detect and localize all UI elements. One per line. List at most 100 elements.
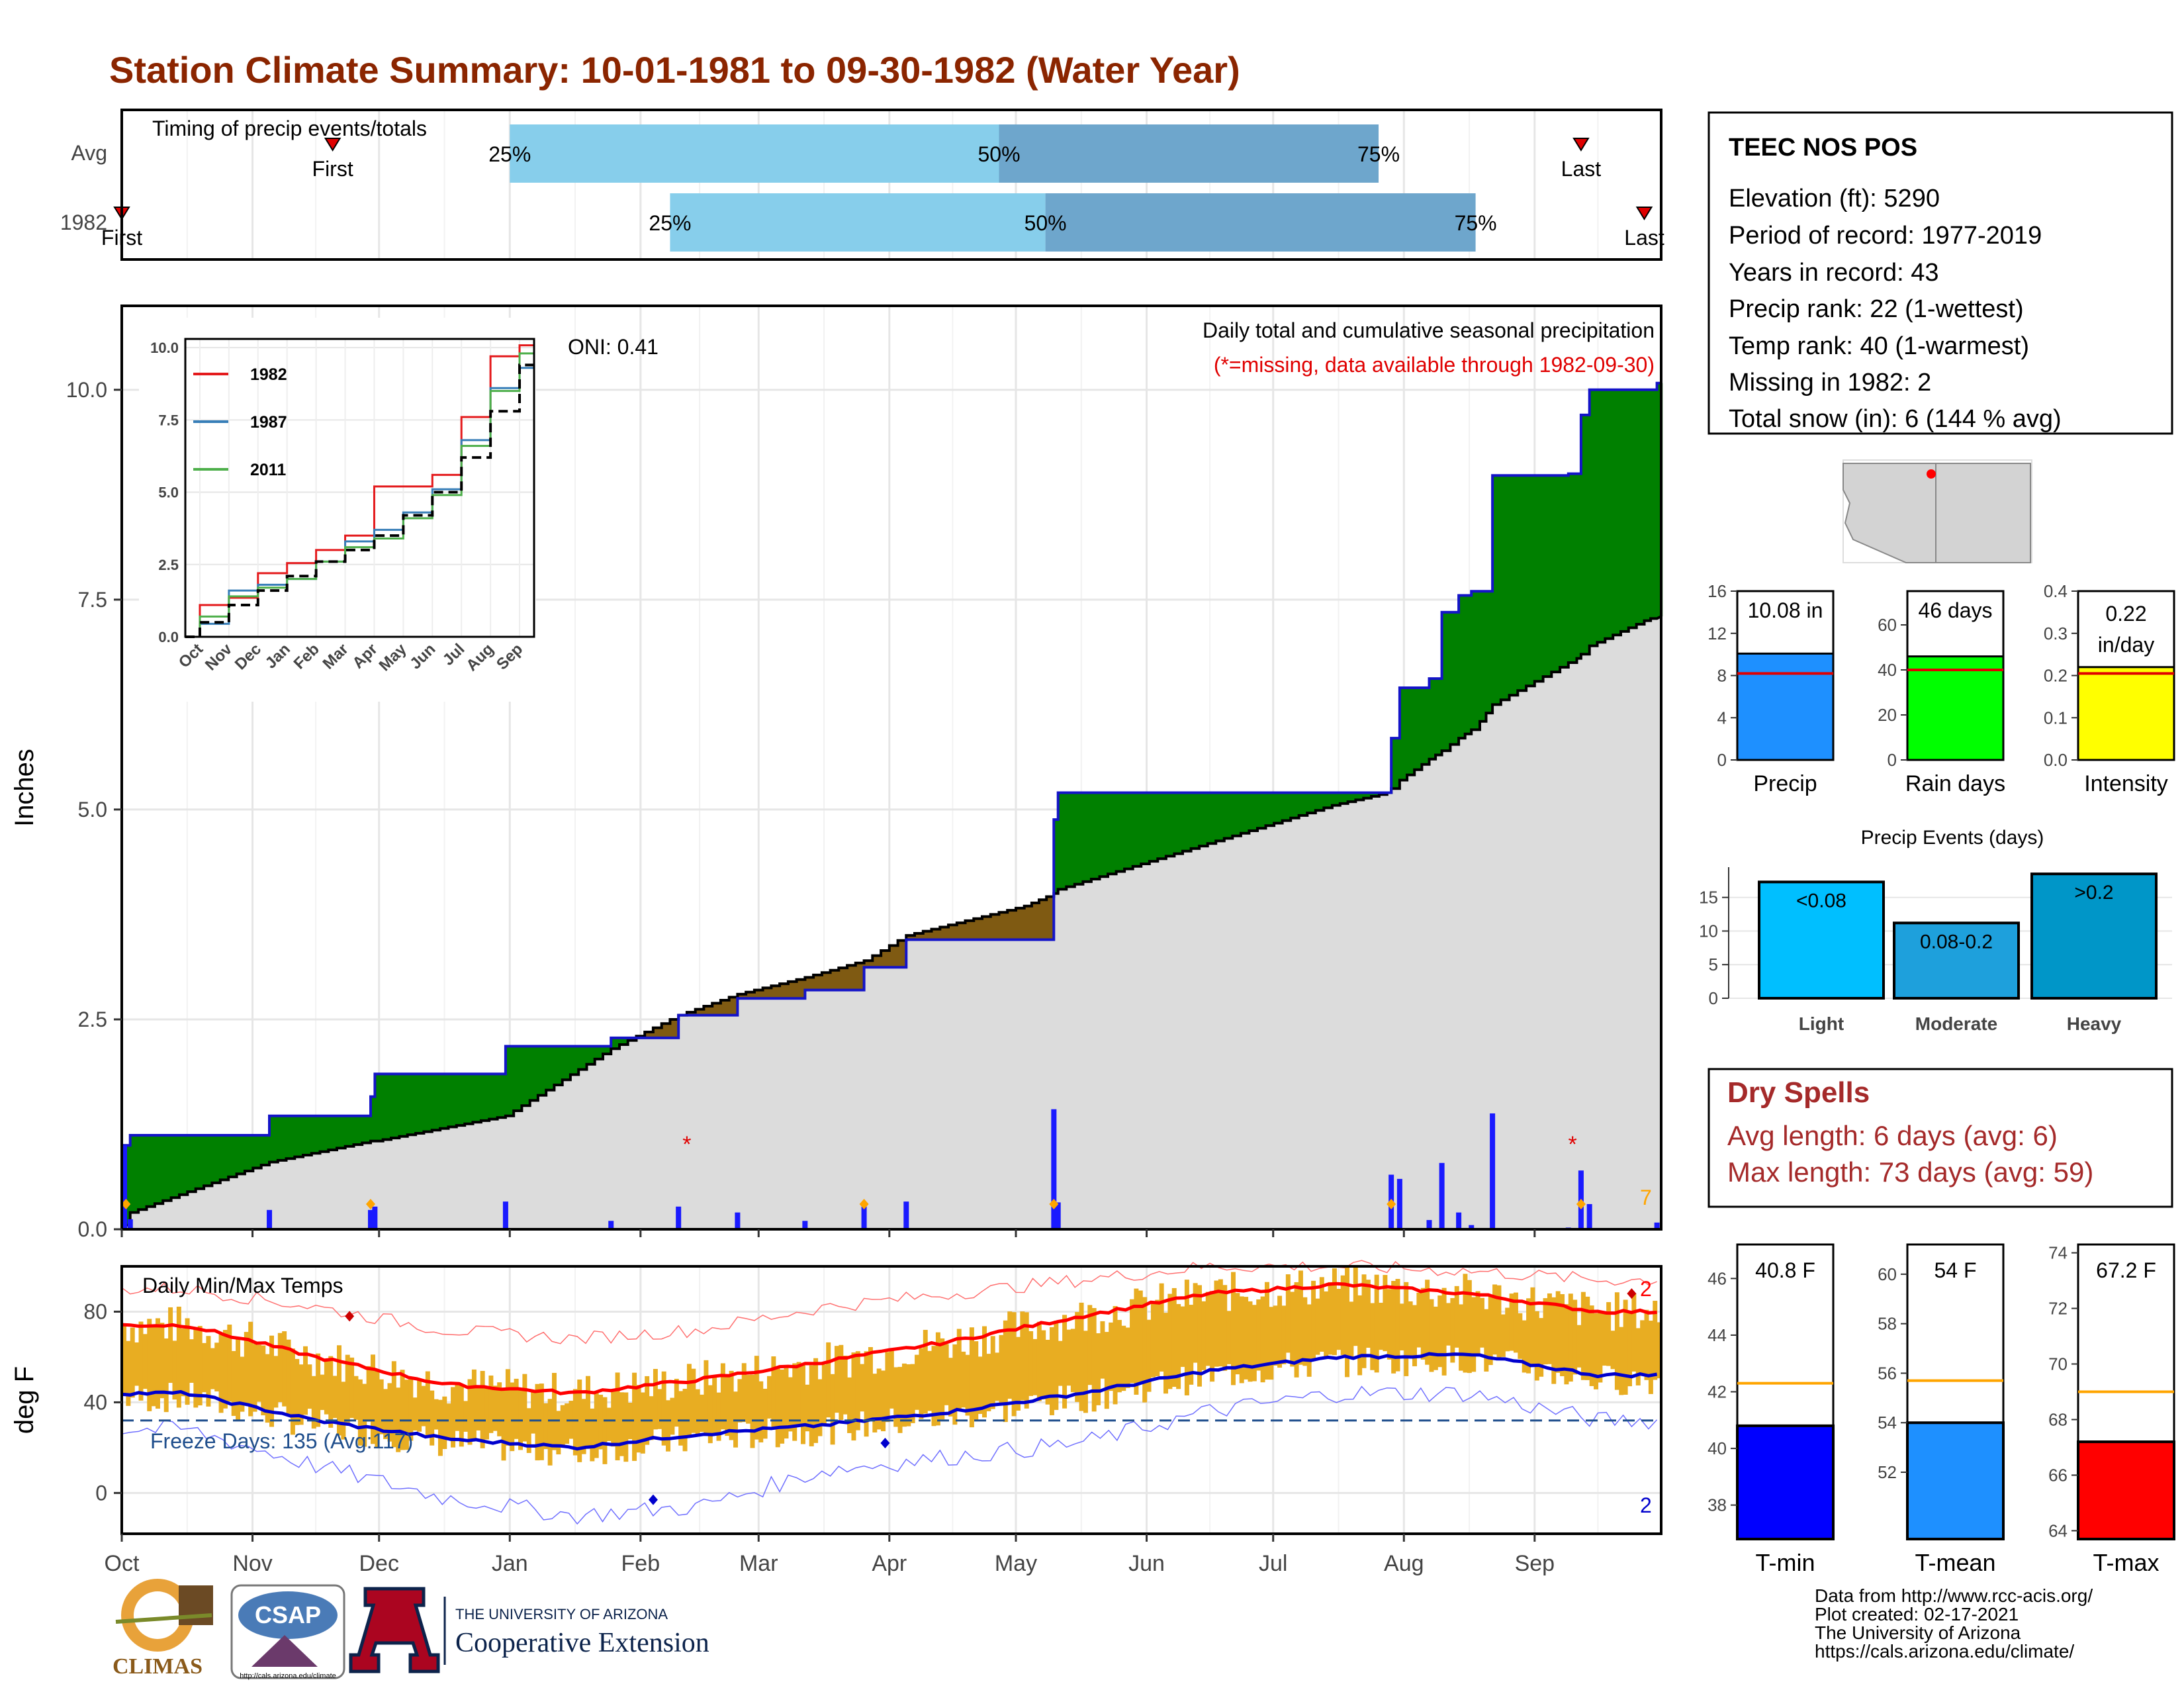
precip-diff-slice [1160, 792, 1163, 859]
ua-cooperative-extension: Cooperative Extension [455, 1628, 709, 1658]
event-bar-label: Heavy [2067, 1013, 2122, 1034]
temp-range-bar [531, 1391, 536, 1434]
temp-range-bar [357, 1379, 363, 1446]
precip-diff-slice [781, 984, 784, 999]
temp-range-bar [189, 1339, 194, 1383]
precip-diff-slice [989, 916, 992, 940]
precip-diff-slice [555, 1046, 557, 1085]
month-axis: Oct Nov Dec Jan Feb Mar Apr May Jun Jul Aug Sep [105, 1534, 1555, 1576]
precip-diff-slice [368, 1115, 371, 1143]
snow-marker [1049, 1198, 1059, 1209]
precip-diff-slice [966, 920, 968, 940]
precip-diff-slice [1375, 792, 1377, 796]
temp-range-bar [1281, 1305, 1287, 1364]
precip-diff-slice [469, 1074, 472, 1124]
precip-diff-slice [185, 1135, 188, 1195]
temp-range-bar [324, 1360, 329, 1415]
temp-range-bar [834, 1346, 839, 1413]
precip-diff-slice [199, 1135, 202, 1189]
precip-diff-slice [964, 923, 966, 940]
precip-diff-slice [1184, 792, 1187, 851]
precip-diff-slice [1051, 896, 1054, 940]
precip-diff-slice [741, 994, 744, 999]
precip-diff-slice [138, 1135, 140, 1210]
precip-diff-slice [1559, 475, 1562, 668]
temp-range-bar [138, 1321, 144, 1401]
precip-diff-slice [209, 1135, 212, 1186]
precip-diff-slice [694, 1012, 696, 1015]
temp-range-bar [1522, 1320, 1527, 1373]
precip-diff-slice [1251, 792, 1254, 831]
precip-diff-slice [491, 1074, 494, 1119]
precip-diff-slice [1631, 389, 1633, 628]
precip-diff-slice [896, 945, 899, 968]
temp-range-bar [915, 1354, 920, 1410]
precip-diff-slice [1283, 792, 1286, 821]
precip-diff-slice [1593, 389, 1596, 646]
temp-range-bar [860, 1364, 865, 1412]
precip-diff-slice [441, 1074, 444, 1129]
precip-diff-slice [1115, 792, 1117, 874]
precip-diff-slice [981, 916, 984, 940]
precip-diff-slice [612, 1037, 615, 1049]
temp-range-bar [707, 1385, 713, 1444]
precip-diff-slice [1013, 910, 1016, 940]
precip-diff-slice [1023, 908, 1026, 940]
precip-diff-slice [1031, 902, 1034, 940]
precip-diff-slice [1109, 792, 1111, 874]
precip-diff-slice [614, 1037, 617, 1049]
precip-diff-slice [557, 1046, 559, 1085]
precip-y-label: Inches [10, 749, 39, 827]
precip-diff-slice [203, 1135, 206, 1186]
precip-diff-slice [412, 1074, 414, 1135]
temp-bar-ytick-label: 72 [2048, 1299, 2068, 1319]
precip-y-axis: 0.0 2.5 5.0 7.5 10.0 [66, 378, 1536, 1241]
credit-data-source: Data from http://www.rcc-acis.org/ [1815, 1585, 2093, 1606]
temp-range-bar [632, 1372, 637, 1461]
precip-diff-slice [279, 1115, 281, 1160]
temp-range-bar [737, 1379, 743, 1423]
precip-diff-slice [1305, 792, 1308, 816]
precip-diff-slice [1494, 475, 1496, 705]
precip-diff-slice [1460, 595, 1463, 739]
temp-range-bar [725, 1374, 730, 1436]
summary-bar [1906, 655, 2005, 761]
temp-range-bar [1302, 1297, 1308, 1366]
temp-bar [2077, 1440, 2175, 1540]
summary-ytick-label: 0.3 [2044, 624, 2068, 643]
temp-range-bar [332, 1376, 338, 1419]
precip-diff-slice [1452, 612, 1455, 745]
precip-diff-slice [1468, 595, 1471, 734]
precip-diff-slice [1208, 792, 1210, 844]
month-label: May [995, 1551, 1037, 1576]
temp-range-bar [839, 1344, 844, 1421]
precip-diff-slice [451, 1074, 454, 1127]
precip-diff-slice [888, 950, 891, 968]
precip-diff-slice [997, 914, 1000, 940]
precip-diff-slice [1335, 792, 1338, 806]
inset-cumulative-chart: 0.02.55.07.510.0OctNovDecJanFebMarAprMay… [139, 318, 536, 702]
month-label: Nov [232, 1551, 272, 1576]
precip-diff-slice [386, 1074, 388, 1140]
temp-range-bar [842, 1355, 848, 1415]
precip-diff-slice [852, 965, 855, 990]
precip-diff-slice [1182, 792, 1185, 851]
temp-range-bar [1121, 1325, 1126, 1391]
precip-diff-slice [1248, 792, 1250, 833]
precip-diff-slice [1075, 792, 1077, 884]
temp-range-bar [168, 1307, 173, 1383]
precip-diff-slice [979, 918, 982, 940]
precip-diff-slice [1482, 591, 1484, 722]
precip-diff-slice [507, 1046, 510, 1116]
temp-range-bar [1311, 1280, 1316, 1360]
precip-diff-slice [958, 923, 960, 940]
precip-diff-slice [191, 1135, 194, 1192]
precip-diff-slice [531, 1046, 533, 1101]
precip-diff-slice [719, 1003, 722, 1015]
precip-diff-slice [844, 968, 847, 990]
precip-markers: * * [121, 1132, 1586, 1209]
precip-diff-slice [273, 1115, 275, 1162]
temp-range-bar [126, 1340, 131, 1406]
precip-diff-slice [1591, 389, 1594, 646]
temp-range-bar [1614, 1292, 1619, 1390]
